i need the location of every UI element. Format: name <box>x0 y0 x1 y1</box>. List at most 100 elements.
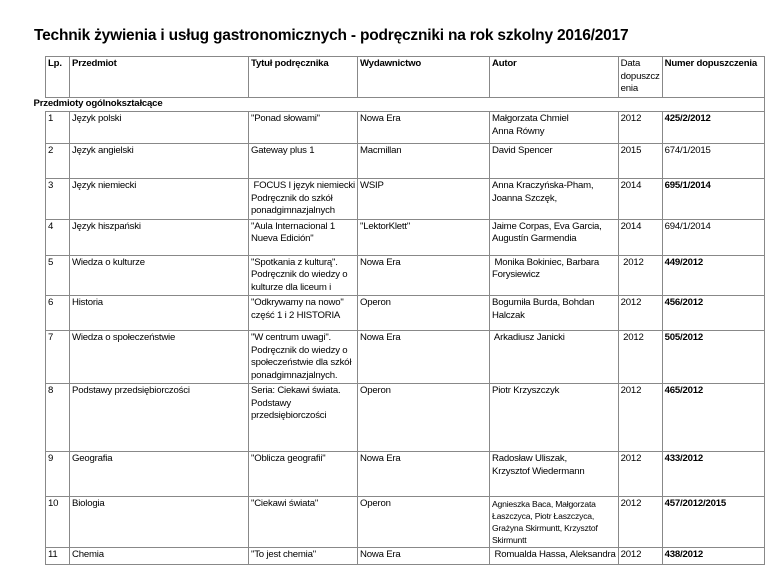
cell-publisher: Nowa Era <box>357 254 490 296</box>
publisher-text: Operon <box>360 385 391 396</box>
lp-text: 2 <box>48 145 54 156</box>
cell-number: 695/1/2014 <box>661 178 765 220</box>
title-text: "Oblicza geografii" <box>251 453 326 464</box>
lp-text: 11 <box>48 549 58 560</box>
cell-lp: 5 <box>45 254 70 296</box>
page-title: Technik żywienia i usług gastronomicznyc… <box>34 27 629 44</box>
cell-title: "Aula Internacional 1 Nueva Edición" <box>248 218 358 256</box>
table-row: 2 Język angielski Gateway plus 1 Macmillan D… <box>45 143 765 179</box>
subject-text: Historia <box>72 297 103 308</box>
publisher-text: Operon <box>360 498 391 509</box>
cell-title: Gateway plus 1 <box>248 143 358 179</box>
cell-year: 2012 <box>617 383 663 452</box>
title-text: "Spotkania z kulturą". Podręcznik do wie… <box>251 256 348 293</box>
header-row: Lp. Przedmiot Tytuł podręcznika Wydawnic… <box>45 56 765 98</box>
cell-author: Radosław Uliszak, Krzysztof Wiedermann <box>489 451 619 497</box>
cell-lp: 2 <box>45 143 70 179</box>
cell-year: 2014 <box>617 218 663 256</box>
cell-lp: 11 <box>45 547 70 565</box>
number-text: 449/2012 <box>664 256 704 268</box>
subject-text: Język angielski <box>72 145 134 156</box>
author-text: Bogumiła Burda, Bohdan Halczak <box>492 297 595 321</box>
cell-number: 456/2012 <box>661 295 765 331</box>
header-publisher: Wydawnictwo <box>357 56 490 98</box>
publisher-text: Macmillan <box>360 145 402 156</box>
cell-lp: 9 <box>45 451 70 497</box>
subject-text: Chemia <box>72 549 104 560</box>
year-text: 2012 <box>620 113 642 124</box>
cell-number: 457/2012/2015 <box>661 496 765 548</box>
cell-author: Anna Kraczyńska-Pham, Joanna Szczęk, <box>489 178 619 220</box>
year-text: 2012 <box>620 256 644 268</box>
cell-subject: Wiedza o kulturze <box>69 254 249 296</box>
cell-lp: 10 <box>45 496 70 548</box>
header-number: Numer dopuszczenia <box>661 56 765 98</box>
number-text: 457/2012/2015 <box>664 498 727 509</box>
cell-author: Arkadiusz Janicki <box>489 330 619 384</box>
cell-publisher: Operon <box>357 383 490 452</box>
cell-number: 674/1/2015 <box>661 143 765 179</box>
cell-number: 438/2012 <box>661 547 765 565</box>
year-text: 2012 <box>620 332 644 343</box>
cell-number: 425/2/2012 <box>661 111 765 144</box>
author-text: Małgorzata Chmiel Anna Równy <box>492 113 569 137</box>
cell-title: "Odkrywamy na nowo" część 1 i 2 HISTORIA <box>248 295 358 331</box>
cell-year: 2015 <box>617 143 663 179</box>
lp-text: 6 <box>48 297 54 308</box>
cell-publisher: Nowa Era <box>357 330 490 384</box>
cell-subject: Język niemiecki <box>69 178 249 220</box>
table-row: 5 Wiedza o kulturze "Spotkania z kulturą".… <box>45 254 765 296</box>
subject-text: Język niemiecki <box>72 180 137 191</box>
cell-year: 2012 <box>617 451 663 497</box>
lp-text: 5 <box>48 256 54 268</box>
cell-year: 2012 <box>617 496 663 548</box>
cell-author: Bogumiła Burda, Bohdan Halczak <box>489 295 619 331</box>
title-text: "Aula Internacional 1 Nueva Edición" <box>251 220 336 245</box>
table-row: 11 Chemia "To jest chemia" Nowa Era Romuald… <box>45 547 765 565</box>
year-text: 2014 <box>620 220 642 232</box>
cell-subject: Geografia <box>69 451 249 497</box>
cell-lp: 7 <box>45 330 70 384</box>
subject-text: Podstawy przedsiębiorczości <box>72 385 190 396</box>
publisher-text: "LektorKlett" <box>360 220 411 232</box>
title-text: "Ciekawi świata" <box>251 498 319 509</box>
cell-title: "Ciekawi świata" <box>248 496 358 548</box>
cell-year: 2012 <box>617 111 663 144</box>
cell-lp: 6 <box>45 295 70 331</box>
lp-text: 7 <box>48 332 54 343</box>
cell-author: David Spencer <box>489 143 619 179</box>
table-row: 8 Podstawy przedsiębiorczości Seria: Cieka… <box>45 383 765 452</box>
cell-lp: 4 <box>45 218 70 256</box>
table-row: 10 Biologia "Ciekawi świata" Operon Agnieszk… <box>45 496 765 548</box>
author-text: Radosław Uliszak, Krzysztof Wiedermann <box>492 453 585 477</box>
cell-publisher: "LektorKlett" <box>357 218 490 256</box>
author-text: Jaime Corpas, Eva Garcia, Augustín Garme… <box>492 220 602 245</box>
author-text: Agnieszka Baca, Małgorzata Łaszczyca, Pi… <box>492 499 598 545</box>
number-text: 694/1/2014 <box>664 220 711 232</box>
cell-year: 2012 <box>617 254 663 296</box>
cell-subject: Język polski <box>69 111 249 144</box>
author-text: Piotr Krzyszczyk <box>492 385 560 396</box>
cell-author: Monika Bokiniec, Barbara Forysiewicz <box>489 254 619 296</box>
year-text: 2012 <box>620 385 642 396</box>
number-text: 425/2/2012 <box>664 113 711 124</box>
subject-text: Biologia <box>72 498 105 509</box>
textbook-table: Lp. Przedmiot Tytuł podręcznika Wydawnic… <box>33 56 765 565</box>
author-text: Monika Bokiniec, Barbara Forysiewicz <box>492 256 599 281</box>
table-row: 4 Język hiszpański "Aula Internacional 1 N… <box>45 218 765 256</box>
cell-number: 694/1/2014 <box>661 218 765 256</box>
cell-publisher: Nowa Era <box>357 111 490 144</box>
cell-title: "Oblicza geografii" <box>248 451 358 497</box>
cell-subject: Historia <box>69 295 249 331</box>
publisher-text: Nowa Era <box>360 332 401 343</box>
cell-author: Romualda Hassa, Aleksandra <box>489 547 619 565</box>
table-row: 1 Język polski "Ponad słowami" Nowa Era Małg… <box>45 111 765 144</box>
title-text: "Odkrywamy na nowo" część 1 i 2 HISTORIA <box>251 297 344 321</box>
cell-publisher: Nowa Era <box>357 451 490 497</box>
section-label: Przedmioty ogólnokształcące <box>33 97 753 112</box>
cell-title: "W centrum uwagi". Podręcznik do wiedzy … <box>248 330 358 384</box>
cell-lp: 1 <box>45 111 70 144</box>
header-year: Data dopuszcz enia <box>617 56 663 98</box>
cell-subject: Język hiszpański <box>69 218 249 256</box>
cell-subject: Język angielski <box>69 143 249 179</box>
